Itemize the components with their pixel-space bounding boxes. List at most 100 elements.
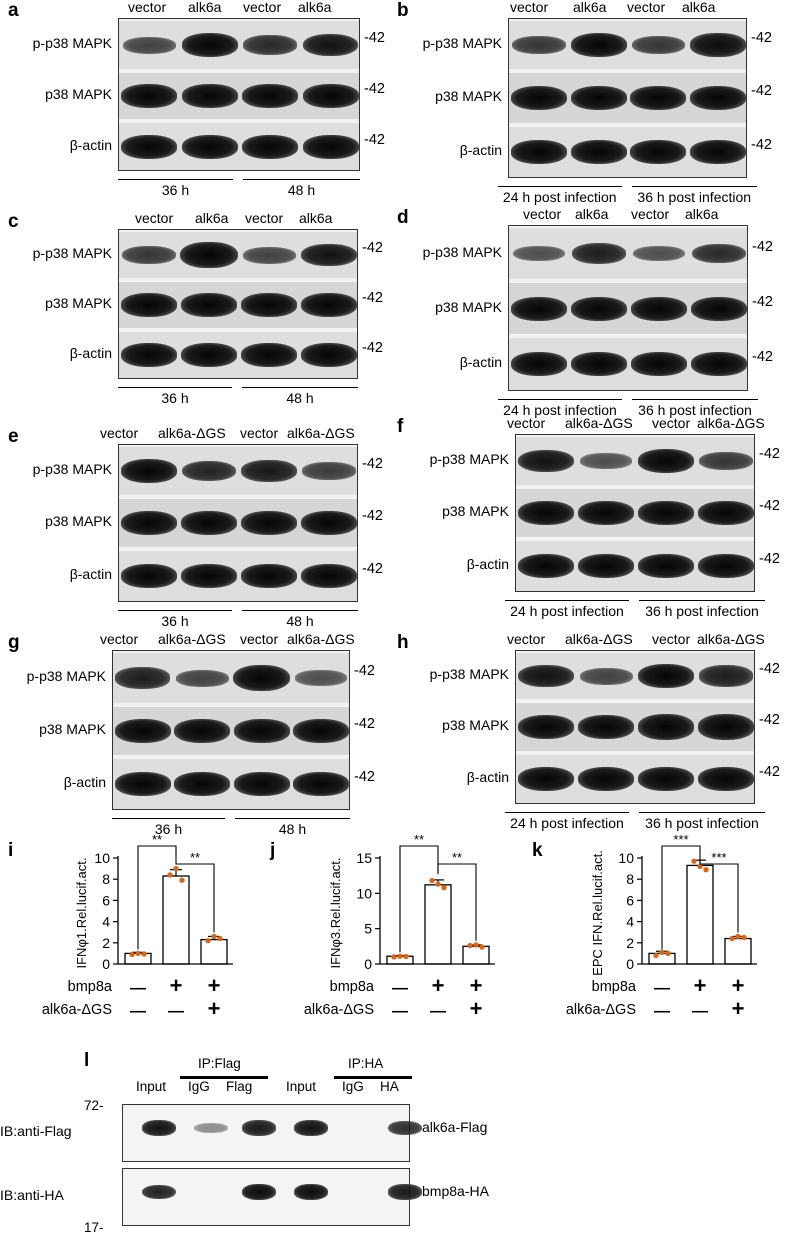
lane-label: alk6a-ΔGS bbox=[565, 415, 633, 431]
protein-band bbox=[518, 767, 574, 791]
data-point bbox=[697, 863, 703, 870]
group-label: 36 h post infection bbox=[638, 402, 752, 418]
bar bbox=[162, 875, 190, 965]
row-label: p-p38 MAPK bbox=[32, 245, 112, 261]
bar bbox=[462, 945, 490, 965]
y-axis-label: IFNφ3.Rel.lucif.act. bbox=[328, 857, 343, 968]
group-label: 36 h bbox=[161, 613, 189, 629]
row-label: β-actin bbox=[69, 345, 112, 361]
blot-panel-b: b vector alk6a vector alk6a p-p38 MAPK -42 p38 … bbox=[395, 0, 790, 215]
protein-band bbox=[578, 767, 634, 791]
group-label: 36 h bbox=[161, 182, 190, 198]
bar-chart-k: k 0 2 4 6 8 10 EPC IFN.Rel.lucif.act. *** *** bmp8… bbox=[532, 832, 757, 1021]
condition-sign: + bbox=[208, 973, 221, 998]
y-axis-label: IFNφ1.Rel.lucif.act. bbox=[74, 857, 89, 968]
panel-letter: l bbox=[84, 1050, 90, 1071]
bar bbox=[724, 937, 752, 965]
mw-marker: -42 bbox=[364, 30, 385, 46]
y-tick-label: 0 bbox=[364, 956, 372, 972]
group-underline bbox=[118, 387, 232, 388]
group-underline bbox=[118, 610, 232, 611]
blot-image bbox=[122, 1104, 422, 1162]
data-point bbox=[735, 933, 741, 940]
lane-label: vector bbox=[128, 0, 167, 15]
mw-marker: -42 bbox=[752, 238, 773, 255]
condition-sign: — bbox=[692, 1003, 708, 1020]
mw-marker: -42 bbox=[354, 663, 375, 679]
protein-band bbox=[698, 767, 754, 791]
group-underline bbox=[498, 186, 622, 187]
protein-band bbox=[241, 460, 297, 482]
protein-band bbox=[121, 84, 178, 108]
data-point bbox=[665, 950, 671, 957]
row-label: p-p38 MAPK bbox=[26, 668, 106, 684]
protein-band bbox=[511, 352, 567, 376]
protein-band bbox=[121, 511, 177, 535]
coip-panel-l: l IP:Flag IP:HA Input IgG Flag Input IgG HA IB:an… bbox=[0, 1050, 791, 1246]
bar bbox=[424, 884, 452, 965]
lane-label: IgG bbox=[342, 1079, 364, 1094]
row-label: p-p38 MAPK bbox=[32, 461, 112, 477]
mw-marker: -42 bbox=[759, 712, 780, 728]
data-point bbox=[403, 953, 409, 960]
protein-band bbox=[631, 35, 686, 55]
significance-label: *** bbox=[711, 850, 726, 865]
condition-sign: + bbox=[732, 996, 745, 1021]
protein-band bbox=[578, 501, 634, 525]
y-tick-label: 4 bbox=[102, 914, 110, 930]
blot-image bbox=[515, 434, 755, 592]
lane-label: vector bbox=[100, 631, 139, 647]
protein-band bbox=[578, 554, 634, 578]
lane-label: alk6a bbox=[195, 210, 229, 226]
condition-label: bmp8a bbox=[592, 979, 637, 995]
protein-band bbox=[121, 293, 177, 317]
blot-panel-d: d vector alk6a vector alk6a p-p38 MAPK -42 p38 … bbox=[395, 197, 790, 418]
protein-band bbox=[697, 714, 755, 740]
protein-band bbox=[698, 501, 754, 525]
lane-label: alk6a-ΔGS bbox=[158, 631, 226, 647]
group-label: 24 h post infection bbox=[502, 189, 617, 205]
protein-band bbox=[388, 1120, 422, 1136]
protein-band bbox=[243, 35, 298, 55]
protein-band bbox=[690, 86, 747, 110]
group-underline bbox=[505, 812, 629, 813]
row-label: β-actin bbox=[459, 142, 502, 158]
lane-label: vector bbox=[507, 415, 546, 431]
lane-label: alk6a bbox=[188, 0, 222, 15]
protein-band bbox=[570, 140, 627, 164]
protein-band bbox=[233, 664, 291, 692]
protein-band bbox=[578, 715, 634, 739]
data-point bbox=[467, 942, 473, 949]
condition-label: alk6a-ΔGS bbox=[304, 1002, 374, 1018]
group-label: 48 h bbox=[278, 821, 307, 837]
protein-band bbox=[181, 84, 238, 108]
protein-band bbox=[579, 667, 633, 685]
blot-panel-g: g vector alk6a-ΔGS vector alk6a-ΔGS p-p38 MAP… bbox=[0, 626, 395, 841]
row-label: p38 MAPK bbox=[442, 503, 509, 519]
protein-band bbox=[121, 564, 177, 588]
mw-marker: 72- bbox=[84, 1098, 104, 1113]
group-underline bbox=[235, 818, 350, 819]
data-point bbox=[173, 865, 179, 872]
protein-band bbox=[293, 772, 350, 796]
y-tick-label: 0 bbox=[102, 956, 110, 972]
row-label: p38 MAPK bbox=[435, 298, 502, 315]
group-label: 48 h bbox=[287, 182, 316, 198]
y-tick-label: 2 bbox=[102, 935, 110, 951]
significance-label: ** bbox=[414, 832, 424, 847]
row-label: p38 MAPK bbox=[45, 513, 112, 529]
mw-marker: -42 bbox=[362, 340, 383, 356]
lane-label: vector bbox=[135, 210, 174, 226]
protein-band bbox=[114, 719, 171, 743]
protein-band bbox=[301, 564, 357, 588]
protein-band bbox=[699, 451, 753, 471]
protein-band bbox=[174, 719, 231, 743]
protein-band bbox=[638, 664, 694, 688]
group-underline bbox=[632, 399, 758, 400]
blot-image bbox=[118, 229, 358, 379]
y-tick-label: 15 bbox=[356, 850, 372, 866]
protein-band bbox=[690, 140, 747, 164]
condition-sign: — bbox=[430, 1003, 446, 1020]
data-point bbox=[135, 950, 141, 957]
right-label: alk6a-Flag bbox=[422, 1119, 488, 1135]
